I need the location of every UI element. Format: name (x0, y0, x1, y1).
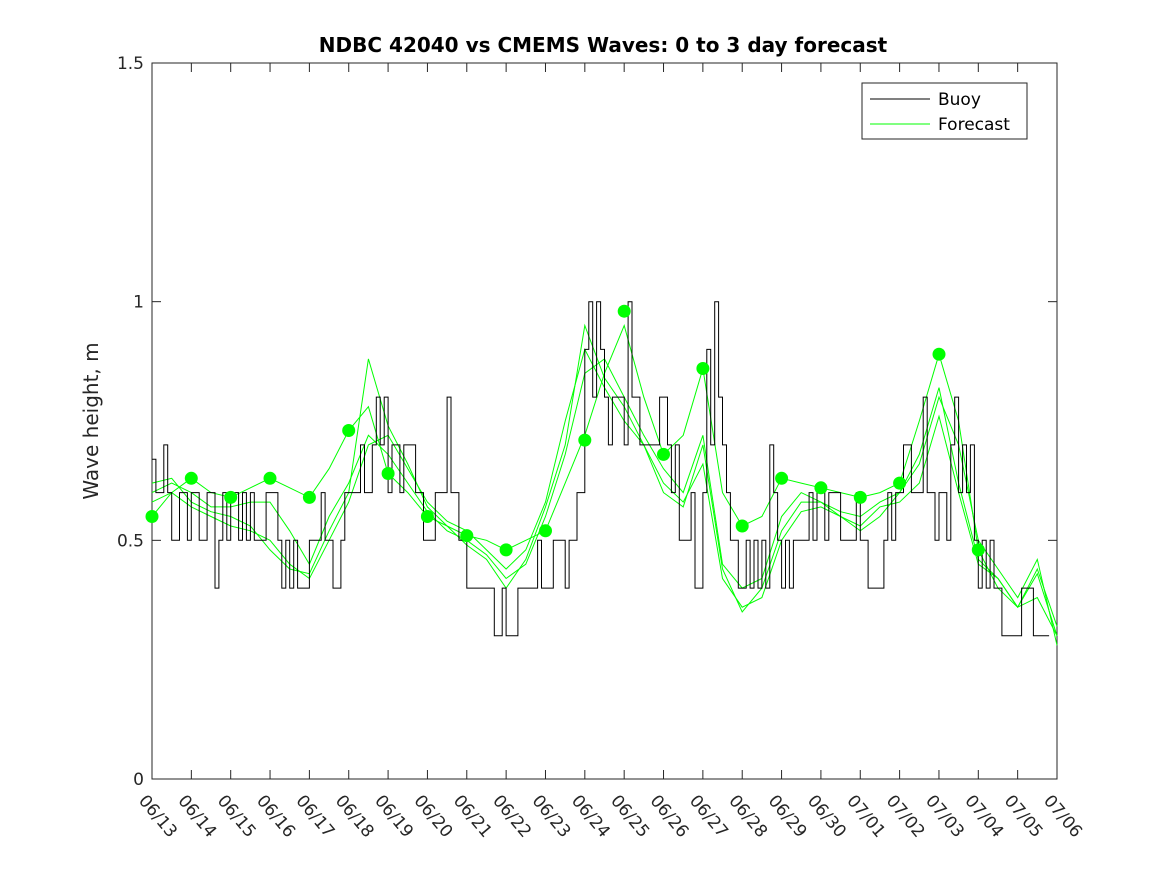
x-tick-label: 06/27 (685, 791, 732, 841)
series-layer (145, 301, 1058, 646)
x-tick-label: 06/30 (803, 791, 850, 841)
forecast-marker-11 (578, 433, 592, 447)
x-tick-label: 06/19 (370, 791, 417, 841)
legend-buoy-label: Buoy (938, 90, 981, 110)
y-tick-label: 1 (133, 293, 144, 313)
x-tick-label: 06/29 (764, 791, 811, 841)
x-tick-label: 06/17 (292, 791, 339, 841)
forecast-marker-6 (381, 467, 395, 480)
x-tick-label: 06/14 (174, 791, 221, 841)
x-tick-label: 06/25 (606, 791, 653, 841)
y-tick-label: 0 (133, 770, 144, 790)
buoy-line (152, 301, 1050, 637)
forecast-marker-20 (932, 347, 946, 361)
y-tick-label: 1.5 (117, 54, 144, 74)
y-tick-label: 0.5 (117, 531, 144, 551)
forecast-marker-5 (342, 424, 356, 437)
forecast-marker-4 (302, 490, 316, 504)
legend-forecast-label: Forecast (938, 115, 1010, 135)
forecast-marker-17 (814, 481, 828, 495)
forecast-marker-1 (184, 471, 198, 485)
chart-title: NDBC 42040 vs CMEMS Waves: 0 to 3 day fo… (319, 33, 888, 57)
forecast-marker-16 (775, 471, 789, 485)
x-tick-label: 06/28 (724, 791, 771, 841)
x-tick-label: 06/23 (528, 791, 575, 841)
x-tick-label: 06/13 (134, 791, 181, 841)
forecast-marker-19 (893, 476, 907, 490)
x-tick-label: 07/04 (960, 791, 1007, 841)
forecast-marker-15 (735, 519, 749, 533)
x-tick-label: 06/22 (488, 791, 535, 841)
forecast-marker-8 (460, 529, 474, 543)
plot-area (151, 62, 1058, 780)
x-tick-label: 06/21 (449, 791, 496, 841)
forecast-marker-9 (499, 543, 513, 557)
x-tick-label: 07/02 (882, 791, 929, 841)
x-tick-label: 06/18 (331, 791, 378, 841)
x-tick-label: 07/03 (921, 791, 968, 841)
x-tick-label: 07/05 (1000, 791, 1047, 841)
forecast-marker-13 (657, 447, 670, 461)
y-axis-label: Wave height, m (79, 342, 103, 499)
legend-box (861, 82, 1028, 140)
forecast-marker-10 (539, 524, 552, 538)
forecast-marker-3 (263, 471, 277, 485)
forecast-marker-21 (971, 543, 985, 557)
x-tick-label: 06/26 (646, 791, 693, 841)
legend: Buoy Forecast (861, 82, 1028, 140)
x-tick-label: 07/01 (842, 791, 889, 841)
forecast-marker-7 (420, 510, 434, 523)
x-tick-label: 07/06 (1039, 791, 1086, 841)
forecast-marker-0 (145, 510, 159, 523)
forecast-marker-12 (617, 304, 631, 318)
forecast-marker-2 (224, 490, 238, 504)
forecast-marker-14 (696, 362, 710, 375)
x-tick-label: 06/15 (213, 791, 260, 841)
x-tick-label: 06/20 (410, 791, 457, 841)
x-tick-label: 06/24 (567, 791, 614, 841)
forecast-marker-18 (853, 490, 867, 504)
x-tick-label: 06/16 (252, 791, 299, 841)
